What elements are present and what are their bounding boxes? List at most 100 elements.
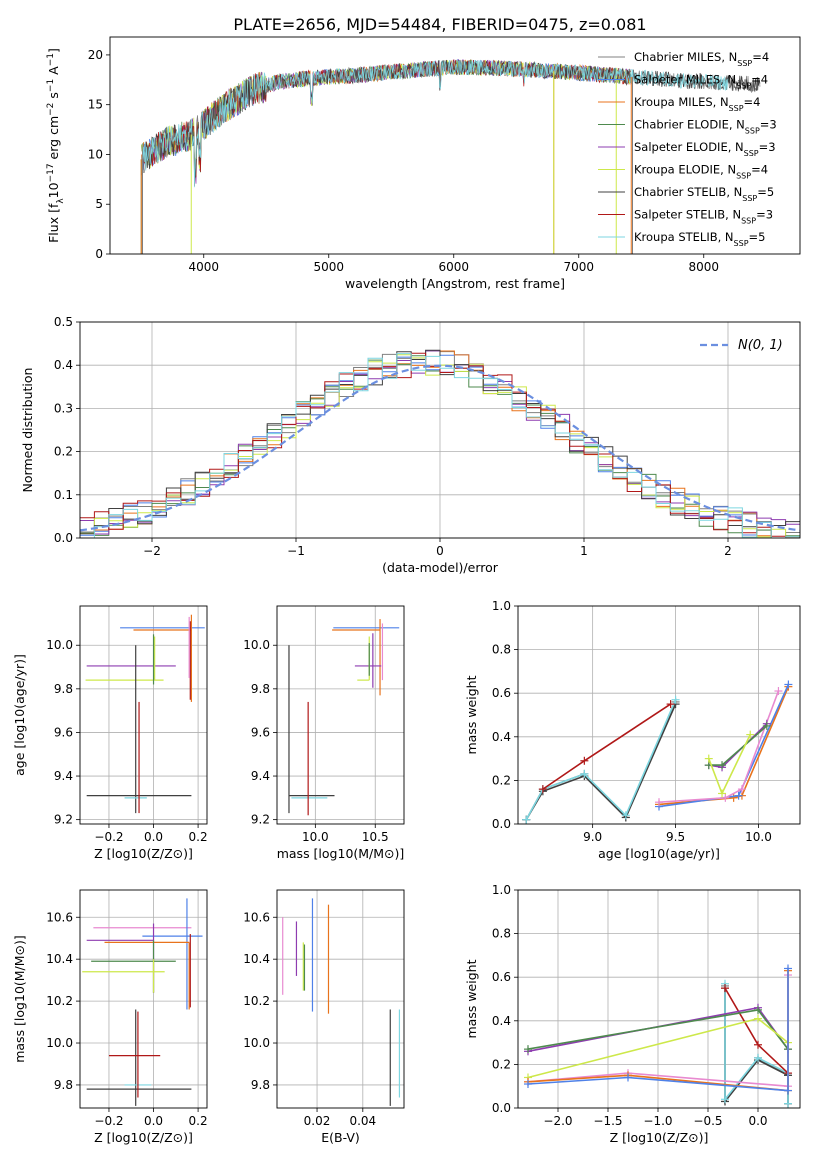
series-line (542, 703, 672, 790)
x-tick-label: 9.0 (583, 830, 602, 844)
series (721, 984, 792, 1108)
y-tick-label: 0.2 (492, 773, 511, 787)
y-tick-label: 0.2 (54, 445, 73, 459)
plus-marker (754, 1053, 762, 1062)
grid (80, 606, 207, 824)
series-line (658, 690, 780, 803)
x-axis-label: Z [log10(Z/Z⊙)] (94, 846, 193, 861)
x-tick-label: 0.2 (189, 1114, 208, 1128)
x-tick-label: −1 (287, 544, 305, 558)
plus-marker (754, 1040, 762, 1049)
x-tick-label: 0 (436, 544, 444, 558)
y-tick-label: 10.6 (46, 910, 73, 924)
y-axis-label: Flux [fλ10−17 erg cm−2 s−1 A−1] (46, 48, 66, 243)
spectrum-panel: 4000 5000 6000 7000 8000 0 5 10 15 20 wavelength [… (46, 36, 801, 291)
mass_vs_z-panel: −0.2 0.0 0.2 9.8 10.0 10.2 10.4 10.6 Z [log10(Z/… (12, 889, 208, 1145)
plot-area (82, 898, 203, 1106)
legend-entry: Salpeter ELODIE, NSSP=3 (634, 140, 776, 158)
plus-marker (784, 1086, 792, 1095)
x-tick-label: 0.0 (748, 1114, 767, 1128)
x-tick-label: −0.5 (693, 1114, 722, 1128)
y-tick-label: 10.0 (46, 1036, 73, 1050)
y-tick-label: 10.2 (46, 994, 73, 1008)
legend-entry: Kroupa STELIB, NSSP=5 (634, 230, 765, 248)
plus-marker (746, 730, 755, 739)
axes-frame (276, 889, 405, 1109)
y-axis-label: mass [log10(M/M⊙)] (12, 935, 27, 1063)
series (655, 687, 783, 807)
x-axis-label: wavelength [Angstrom, rest frame] (345, 276, 565, 291)
plus-marker (721, 793, 730, 802)
series-line (525, 699, 677, 820)
y-tick-label: 0.1 (54, 488, 73, 502)
axes-frame (517, 889, 801, 1109)
series (538, 700, 675, 794)
plus-marker (754, 1005, 762, 1014)
y-tick-label: 0.6 (492, 970, 511, 984)
series-line (525, 701, 677, 820)
x-tick-label: −2 (143, 544, 161, 558)
errorbar-point (354, 633, 382, 688)
x-tick-label: −2.0 (543, 1114, 572, 1128)
legend-entry: Chabrier ELODIE, NSSP=3 (634, 118, 777, 136)
errorbar-point (142, 898, 203, 1010)
errorbar-point (133, 614, 193, 702)
y-tick-label: 10.4 (46, 952, 73, 966)
mass_vs_ebv-panel: 0.02 0.04 9.8 10.0 10.2 10.4 10.6 E(B-V) (243, 889, 405, 1145)
y-tick-label: 10.0 (46, 638, 73, 652)
plus-marker (718, 789, 727, 798)
y-tick-label: 9.6 (54, 725, 73, 739)
y-tick-label: 9.4 (251, 769, 270, 783)
x-tick-label: 1 (580, 544, 588, 558)
plot-area (140, 58, 761, 254)
x-tick-label: 4000 (188, 260, 219, 274)
y-axis-label: age [log10(age/yr)] (12, 654, 27, 776)
x-axis-label: Z [log10(Z/Z⊙)] (94, 1130, 193, 1145)
errorbar-point (86, 923, 155, 993)
x-tick-label: 7000 (563, 260, 594, 274)
plus-marker (704, 754, 713, 763)
x-tick-label: 5000 (313, 260, 344, 274)
plus-marker (729, 793, 738, 802)
y-tick-label: 9.2 (54, 813, 73, 827)
plus-marker (721, 1095, 729, 1104)
y-tick-label: 0.2 (492, 1057, 511, 1071)
x-tick-label: 0.0 (144, 1114, 163, 1128)
x-axis-label: Z [log10(Z/Z⊙)] (610, 1130, 709, 1145)
errorbar-point (82, 959, 165, 993)
x-tick-label: 0.02 (304, 1114, 331, 1128)
errorbar-point (357, 636, 370, 681)
x-axis-label: (data-model)/error (382, 560, 499, 575)
legend-entry: Salpeter STELIB, NSSP=3 (634, 208, 773, 226)
x-tick-label: 10.0 (745, 830, 772, 844)
y-tick-label: 20 (88, 48, 103, 62)
gaussian-curve (80, 364, 800, 532)
errorbar-point (108, 1011, 161, 1098)
series-line (525, 703, 677, 821)
errorbar-point (332, 619, 381, 696)
y-tick-label: 9.6 (251, 725, 270, 739)
plot-area (288, 619, 400, 816)
errorbar-point (85, 636, 164, 681)
plus-marker (734, 791, 743, 800)
plus-marker (666, 700, 675, 709)
axes-frame (276, 605, 405, 825)
plus-marker (655, 798, 663, 807)
residuals-panel: −2 −1 0 1 2 0.0 0.1 0.2 0.3 0.4 0.5 (data-model)/er… (20, 315, 801, 575)
y-tick-label: 0.4 (54, 358, 73, 372)
age_vs_mass-panel: 10.0 10.5 9.2 9.4 9.6 9.8 10.0 mass [log10(M/M⊙… (243, 605, 405, 861)
series (704, 721, 771, 770)
y-tick-label: 10.0 (243, 638, 270, 652)
x-tick-label: 2 (724, 544, 732, 558)
x-tick-label: −1.0 (643, 1114, 672, 1128)
axes-frame (109, 36, 801, 255)
y-tick-label: 10.2 (243, 994, 270, 1008)
x-tick-label: 8000 (688, 260, 719, 274)
y-tick-label: 9.2 (251, 813, 270, 827)
y-tick-label: 1.0 (492, 883, 511, 897)
y-tick-label: 15 (88, 98, 103, 112)
y-tick-label: 10.4 (243, 952, 270, 966)
histogram-step (80, 352, 787, 538)
plus-marker (784, 964, 792, 973)
plus-marker (784, 680, 793, 689)
